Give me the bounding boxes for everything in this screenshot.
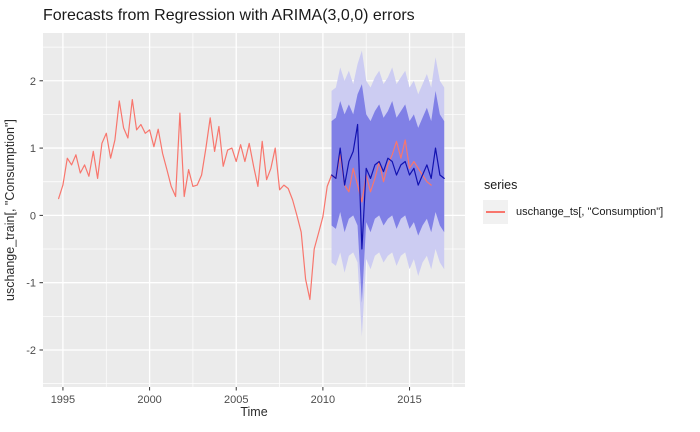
legend-key-swatch [483, 200, 508, 224]
x-tick-label: 2005 [224, 394, 248, 406]
y-axis-title: uschange_train[, "Consumption"] [3, 119, 17, 301]
y-tick-label: 0 [30, 210, 36, 222]
x-axis-title: Time [240, 405, 268, 419]
x-tick-label: 2015 [397, 394, 421, 406]
legend-title: series [484, 178, 518, 192]
x-tick-label: 1995 [51, 394, 75, 406]
x-tick-label: 2010 [311, 394, 335, 406]
legend-item-label: uschange_ts[, "Consumption"] [516, 206, 664, 218]
series-line-1 [331, 123, 445, 250]
legend-line-icon [486, 211, 505, 213]
series-line-0 [57, 98, 432, 301]
y-tick-label: -2 [26, 345, 36, 357]
y-tick-label: 1 [30, 143, 36, 155]
y-tick-label: 2 [30, 76, 36, 88]
y-tick-label: -1 [26, 278, 36, 290]
legend-item: uschange_ts[, "Consumption"] [483, 200, 663, 224]
legend: series uschange_ts[, "Consumption"] [483, 178, 663, 224]
plot-title: Forecasts from Regression with ARIMA(3,0… [43, 7, 415, 24]
x-tick-label: 2000 [137, 394, 161, 406]
ribbon-interval-80 [331, 84, 445, 303]
